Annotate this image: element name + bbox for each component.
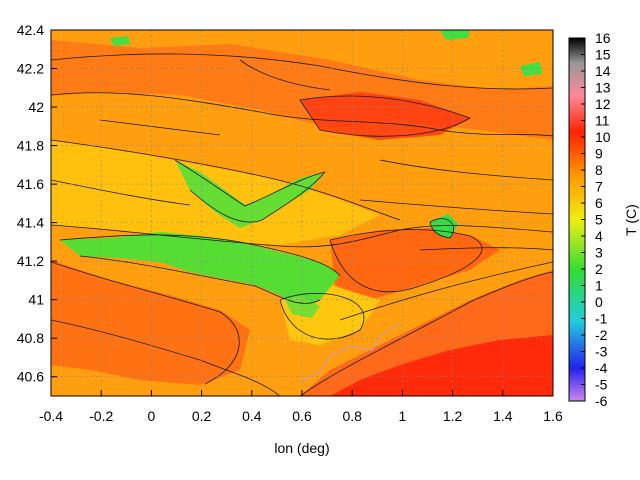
colorbar-tick-label: 3 — [595, 245, 603, 261]
heatmap-red-range-east — [330, 228, 500, 300]
colorbar-tick-label: 15 — [595, 47, 611, 63]
y-tick-label: 41.4 — [17, 215, 44, 231]
heatmap-green-valley-north — [175, 160, 325, 228]
colorbar-tick-label: 9 — [595, 146, 603, 162]
colorbar-tick-label: 0 — [595, 294, 603, 310]
colorbar-tick-label: 10 — [595, 129, 611, 145]
x-tick-label: 1.4 — [493, 408, 513, 424]
x-tick-label: -0.2 — [89, 408, 113, 424]
colorbar-tick-label: 2 — [595, 261, 603, 277]
colorbar-tick-label: 4 — [595, 228, 603, 244]
x-axis-ticks: -0.4 -0.2 0 0.2 0.4 0.6 0.8 1 1.2 1.4 1.6 — [39, 390, 563, 424]
x-tick-label: 1.6 — [543, 408, 563, 424]
colorbar-tick-label: 11 — [595, 113, 610, 129]
colorbar-tick-label: -6 — [595, 393, 608, 409]
colorbar-tick-label: -4 — [595, 360, 608, 376]
y-tick-label: 42.2 — [17, 61, 44, 77]
heatmap-green-valley-main — [60, 232, 340, 310]
colorbar-tick-label: -5 — [595, 377, 608, 393]
x-tick-label: 0.6 — [292, 408, 312, 424]
colorbar-tick-label: 8 — [595, 162, 603, 178]
colorbar-tick-label: 5 — [595, 212, 603, 228]
x-tick-label: 0.4 — [242, 408, 262, 424]
x-axis-label: lon (deg) — [274, 440, 329, 456]
y-tick-label: 40.6 — [17, 369, 44, 385]
colorbar-tick-label: 6 — [595, 195, 603, 211]
colorbar-tick-label: 1 — [595, 278, 603, 294]
colorbar-tick-label: 7 — [595, 179, 603, 195]
colorbar-label: T (C) — [623, 204, 639, 236]
x-tick-label: 0.8 — [342, 408, 362, 424]
colorbar-tick-label: 16 — [595, 30, 611, 46]
heatmap-red-range-west — [51, 260, 250, 385]
x-tick-label: -0.4 — [39, 408, 63, 424]
y-tick-label: 42.4 — [17, 22, 44, 38]
y-tick-label: 41.2 — [17, 253, 44, 269]
x-tick-label: 1.2 — [443, 408, 463, 424]
colorbar-tick-label: -1 — [595, 311, 608, 327]
y-axis-ticks: 40.6 40.8 41 41.2 41.4 41.6 41.8 42 42.2 42.4 — [17, 22, 57, 385]
colorbar-tick-label: 13 — [595, 80, 611, 96]
y-tick-label: 42 — [28, 99, 44, 115]
colorbar-tick-label: 14 — [595, 63, 611, 79]
y-tick-label: 41.8 — [17, 138, 44, 154]
gridlines — [51, 30, 553, 396]
y-tick-label: 41.6 — [17, 176, 44, 192]
contour-lines — [51, 53, 553, 396]
y-tick-label: 40.8 — [17, 330, 44, 346]
colorbar-tick-label: -2 — [595, 327, 608, 343]
x-tick-label: 1 — [399, 408, 407, 424]
y-tick-label: 41 — [28, 292, 44, 308]
x-tick-label: 0.2 — [192, 408, 212, 424]
colorbar-tick-label: -3 — [595, 344, 608, 360]
colorbar-tick-label: 12 — [595, 96, 611, 112]
coastline — [299, 323, 401, 383]
plot-area — [51, 30, 553, 396]
x-tick-label: 0 — [148, 408, 156, 424]
heatmap-hot-region — [330, 335, 553, 396]
